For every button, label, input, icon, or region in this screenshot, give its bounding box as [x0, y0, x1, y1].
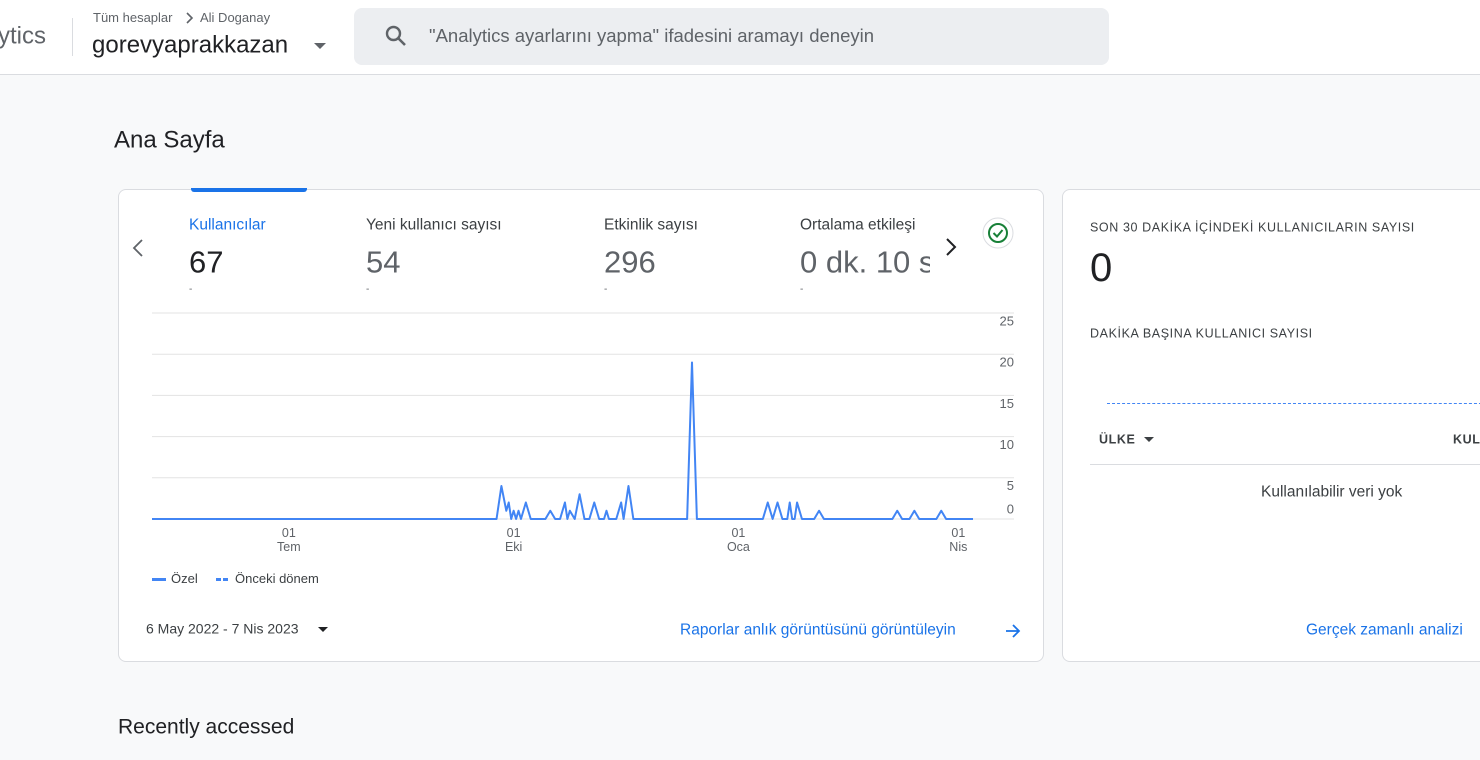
section-title: Recently accessed: [118, 715, 295, 739]
dropdown-arrow: [318, 627, 328, 632]
table-rule: [1090, 464, 1480, 465]
active-tab-indicator: [191, 188, 307, 192]
product-name: ytics: [0, 22, 46, 50]
metric-label[interactable]: Ortalama etkileşi: [800, 216, 916, 234]
legend-label[interactable]: Özel: [171, 571, 198, 587]
x-tick-label: 01 Eki: [504, 526, 523, 554]
metric-value: 54: [366, 244, 401, 280]
per-minute-bars: [1107, 403, 1480, 404]
metric-change: -: [604, 284, 608, 295]
metric-change: -: [800, 284, 804, 295]
empty-message: Kullanılabilir veri yok: [1261, 483, 1403, 501]
legend-swatch: [216, 578, 221, 581]
metric-value: 296: [604, 244, 656, 280]
table-header[interactable]: ÜLKE: [1099, 432, 1136, 447]
divider: [72, 18, 73, 56]
prev-tab-button[interactable]: [130, 238, 146, 258]
property-selector[interactable]: gorevyaprakkazan: [92, 31, 289, 59]
search-box[interactable]: [354, 8, 1109, 65]
realtime-link[interactable]: Gerçek zamanlı analizi: [1306, 621, 1463, 639]
legend-label[interactable]: Önceki dönem: [235, 571, 319, 587]
realtime-title: SON 30 DAKİKA İÇİNDEKİ KULLANICILARIN SA…: [1090, 220, 1415, 235]
page-title: Ana Sayfa: [114, 126, 225, 154]
metric-change: -: [366, 284, 370, 295]
dropdown-arrow: [314, 43, 326, 49]
search-icon: [385, 25, 406, 46]
metric-label[interactable]: Etkinlik sayısı: [604, 216, 698, 234]
search-placeholder: "Analytics ayarlarını yapma" ifadesini a…: [429, 24, 875, 46]
realtime-value: 0: [1090, 246, 1113, 290]
legend-swatch: [152, 578, 166, 581]
breadcrumb-account[interactable]: Ali Doganay: [200, 10, 271, 26]
metric-tabs: Kullanıcılar 67 - Yeni kullanıcı sayısı …: [180, 200, 930, 305]
report-link[interactable]: Raporlar anlık görüntüsünü görüntüleyin: [680, 621, 956, 639]
sort-arrow: [1144, 437, 1154, 442]
table-header[interactable]: KUL: [1453, 432, 1480, 447]
metric-value: 67: [189, 244, 224, 280]
status-check[interactable]: [982, 217, 1014, 249]
per-minute-title: DAKİKA BAŞINA KULLANICI SAYISI: [1090, 326, 1313, 341]
metric-change: -: [189, 284, 193, 295]
arrow-icon: [1006, 624, 1021, 638]
x-tick-label: 01 Tem: [277, 526, 301, 554]
metric-label[interactable]: Kullanıcılar: [189, 216, 266, 234]
x-tick-label: 01 Nis: [949, 526, 968, 554]
metric-label[interactable]: Yeni kullanıcı sayısı: [366, 216, 502, 234]
x-tick-label: 01 Oca: [726, 526, 750, 554]
realtime-card: [1062, 189, 1480, 662]
next-tab-button[interactable]: [943, 237, 959, 257]
legend-swatch: [223, 578, 228, 581]
metric-value: 0 dk. 10 s: [800, 244, 930, 280]
breadcrumb-chevron: [186, 12, 194, 24]
date-range[interactable]: 6 May 2022 - 7 Nis 2023: [146, 620, 299, 637]
breadcrumb-root[interactable]: Tüm hesaplar: [93, 10, 173, 26]
